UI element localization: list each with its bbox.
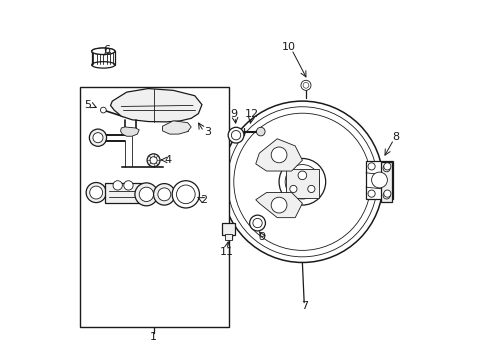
Circle shape <box>93 133 103 143</box>
Circle shape <box>90 186 102 199</box>
Circle shape <box>368 163 375 170</box>
Circle shape <box>250 215 266 231</box>
Circle shape <box>298 171 307 180</box>
Polygon shape <box>163 121 191 134</box>
Circle shape <box>285 165 319 199</box>
Bar <box>105 183 141 203</box>
Bar <box>366 161 393 199</box>
Text: 11: 11 <box>220 247 233 257</box>
Text: 5: 5 <box>84 100 92 110</box>
Circle shape <box>113 181 122 190</box>
Circle shape <box>368 190 375 197</box>
Circle shape <box>124 181 133 190</box>
Circle shape <box>139 187 153 202</box>
Polygon shape <box>381 162 392 202</box>
Circle shape <box>89 129 107 146</box>
Circle shape <box>371 172 388 188</box>
Circle shape <box>227 107 377 257</box>
Text: 1: 1 <box>150 332 157 342</box>
Polygon shape <box>111 89 202 122</box>
Bar <box>80 87 229 327</box>
Ellipse shape <box>92 48 115 54</box>
Circle shape <box>86 183 106 203</box>
Text: 4: 4 <box>164 155 171 165</box>
Circle shape <box>301 80 311 90</box>
Circle shape <box>290 185 297 193</box>
Circle shape <box>172 181 199 208</box>
Text: 9: 9 <box>259 232 266 242</box>
Circle shape <box>176 185 195 204</box>
Circle shape <box>231 131 241 140</box>
Circle shape <box>383 192 390 199</box>
Text: 2: 2 <box>200 195 207 205</box>
Circle shape <box>234 113 371 250</box>
Circle shape <box>271 197 287 213</box>
Circle shape <box>100 107 106 113</box>
Circle shape <box>153 184 175 205</box>
Text: 12: 12 <box>245 109 259 120</box>
Ellipse shape <box>92 62 115 68</box>
Circle shape <box>383 165 390 172</box>
Text: 3: 3 <box>204 127 211 136</box>
Circle shape <box>253 219 262 228</box>
Text: 8: 8 <box>392 132 399 142</box>
Circle shape <box>271 147 287 163</box>
Circle shape <box>135 183 158 206</box>
Circle shape <box>279 158 326 205</box>
Polygon shape <box>286 169 318 198</box>
Circle shape <box>228 127 244 143</box>
Bar <box>225 234 232 240</box>
Polygon shape <box>256 193 302 218</box>
Circle shape <box>256 127 265 136</box>
Polygon shape <box>256 139 302 171</box>
Text: 9: 9 <box>231 109 238 119</box>
Bar <box>222 223 235 234</box>
Circle shape <box>221 101 383 262</box>
Circle shape <box>150 157 157 164</box>
Circle shape <box>303 82 309 88</box>
Circle shape <box>158 188 171 201</box>
Circle shape <box>308 185 315 193</box>
Ellipse shape <box>92 48 115 54</box>
Text: 10: 10 <box>282 42 296 51</box>
Text: 6: 6 <box>103 45 110 55</box>
Circle shape <box>384 190 391 197</box>
Circle shape <box>147 154 160 167</box>
Circle shape <box>384 163 391 170</box>
Polygon shape <box>121 127 139 136</box>
Text: 7: 7 <box>300 301 308 311</box>
